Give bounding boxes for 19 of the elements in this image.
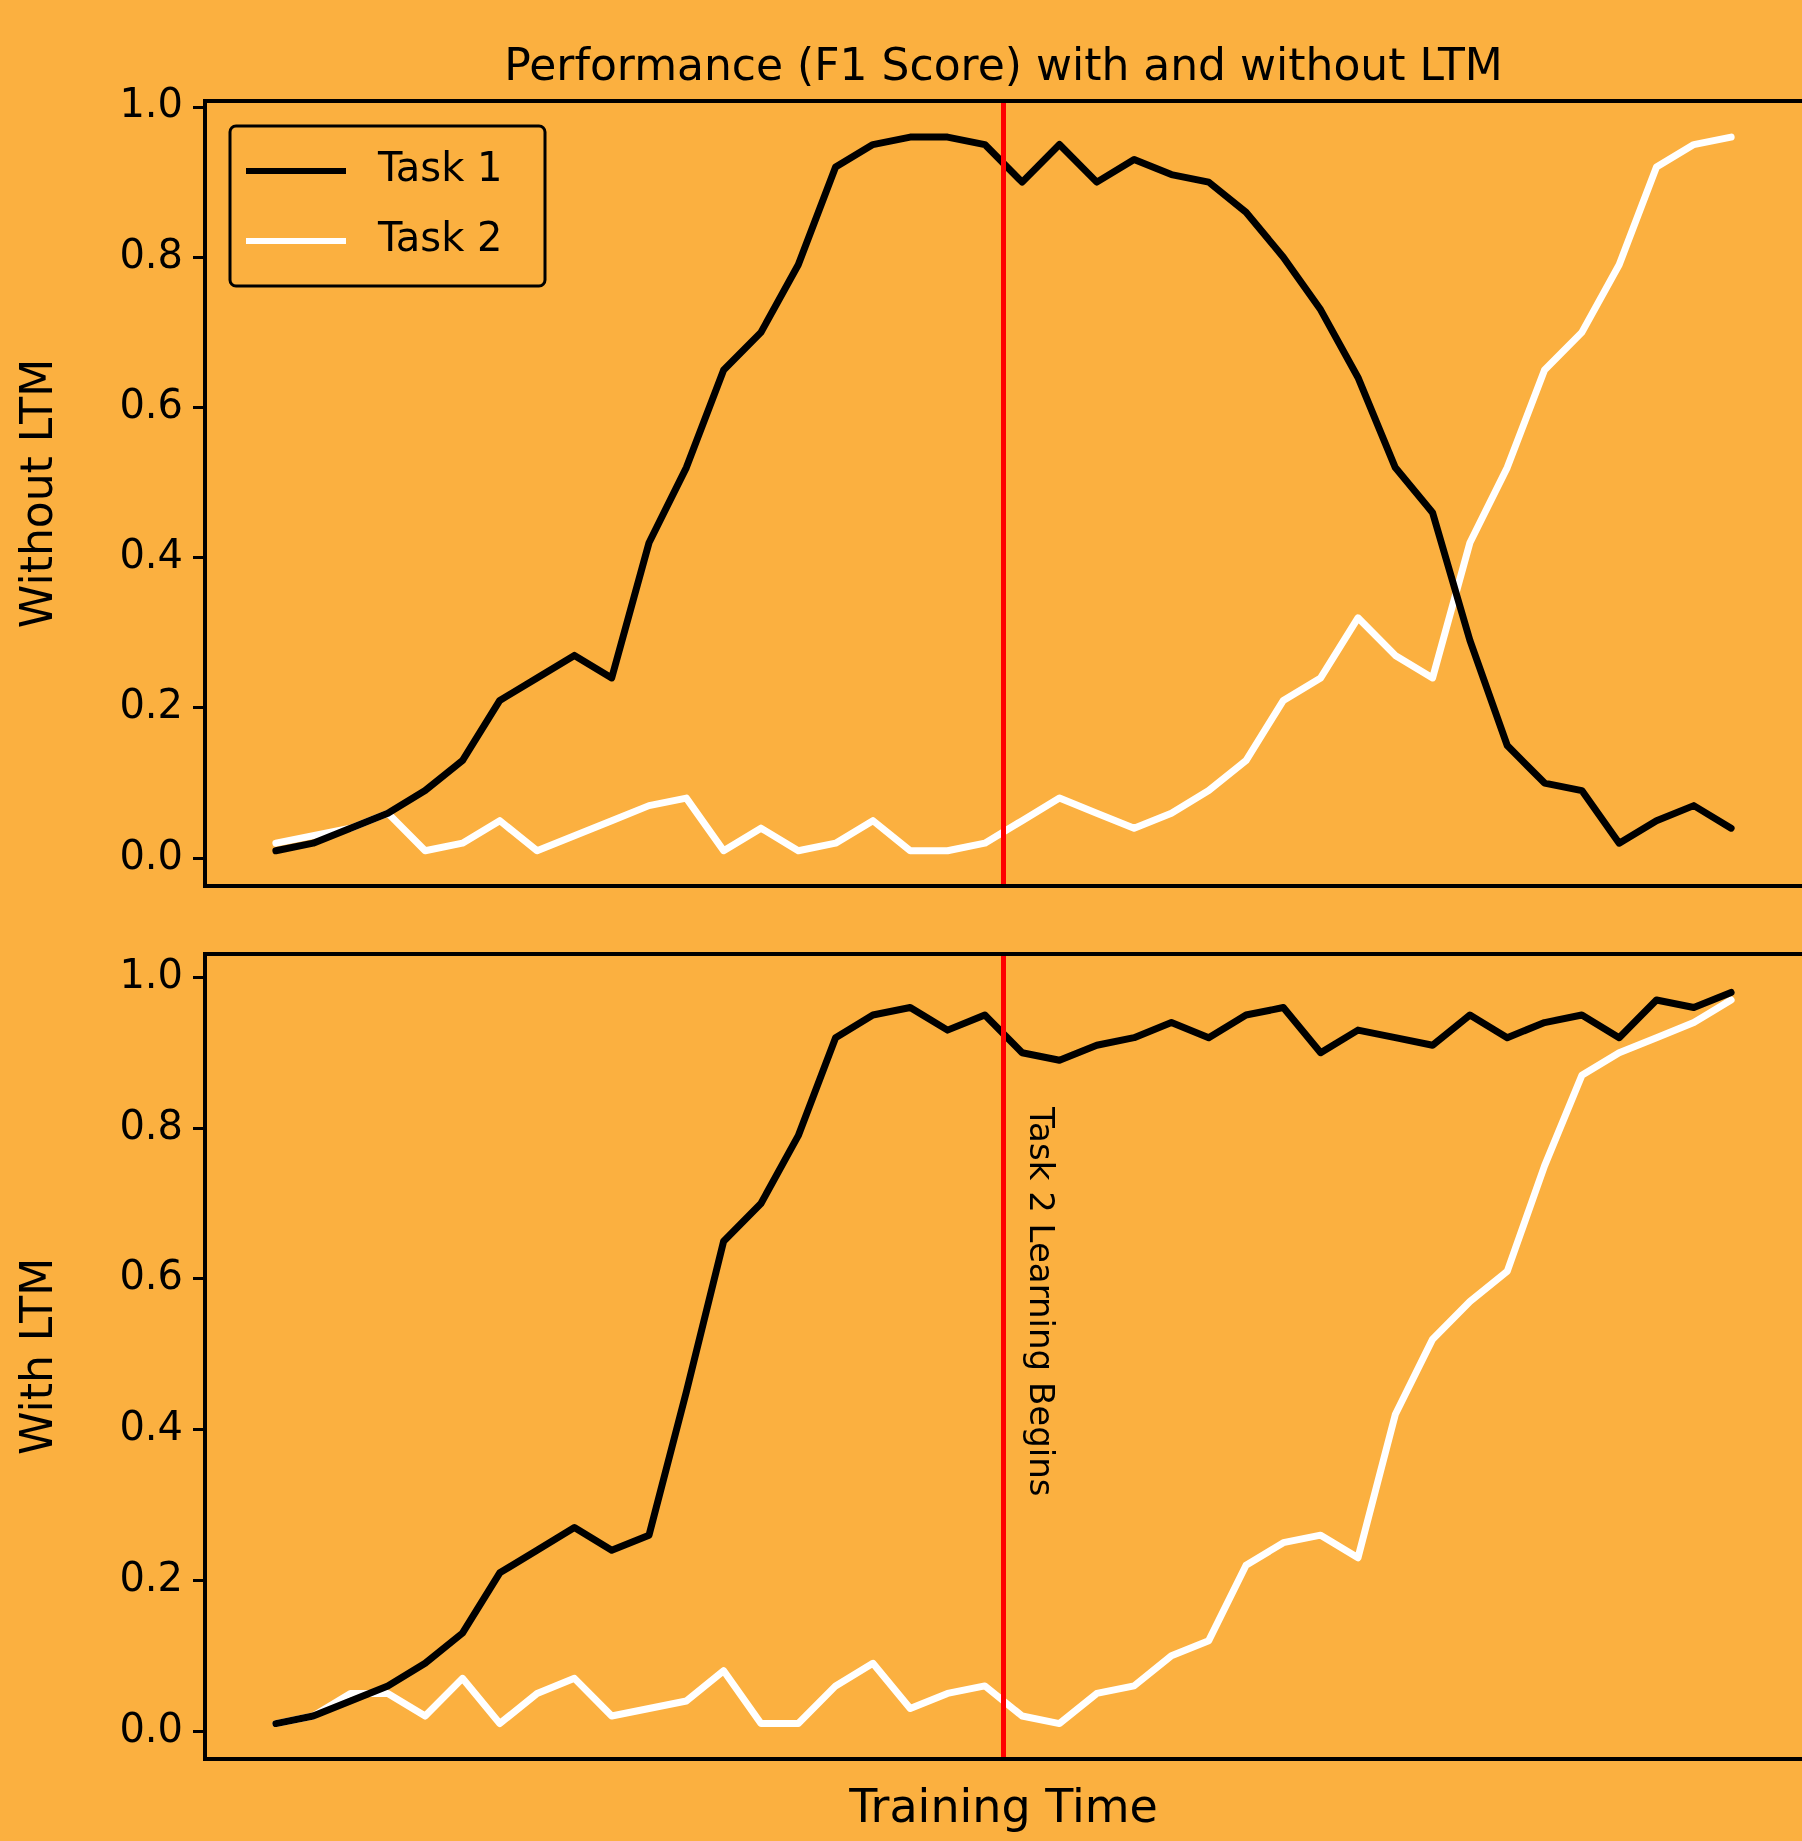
y-tick-label: 0.0 [119, 831, 183, 878]
legend-label: Task 2 [377, 214, 503, 261]
chart-title: Performance (F1 Score) with and without LTM [504, 39, 1503, 91]
annotation: Task 2 Learning Begins [1021, 1105, 1062, 1497]
x-axis-title: Training Time [848, 1778, 1158, 1833]
y-tick-label: 0.6 [119, 1252, 183, 1299]
y-axis-title: Without LTM [10, 358, 62, 629]
y-tick-label: 0.4 [119, 1403, 183, 1449]
y-axis-title: With LTM [10, 1257, 62, 1456]
y-tick-label: 0.8 [119, 1101, 183, 1148]
y-tick-label: 1.0 [119, 80, 183, 127]
y-tick-label: 0.0 [119, 1704, 183, 1751]
legend-label: Task 1 [377, 144, 503, 191]
y-tick-label: 0.8 [119, 230, 183, 277]
y-tick-label: 0.4 [119, 531, 183, 578]
y-tick-label: 0.6 [119, 380, 183, 427]
y-tick-label: 1.0 [119, 950, 183, 997]
y-tick-label: 0.2 [119, 1553, 183, 1600]
y-tick-label: 0.2 [119, 681, 183, 728]
